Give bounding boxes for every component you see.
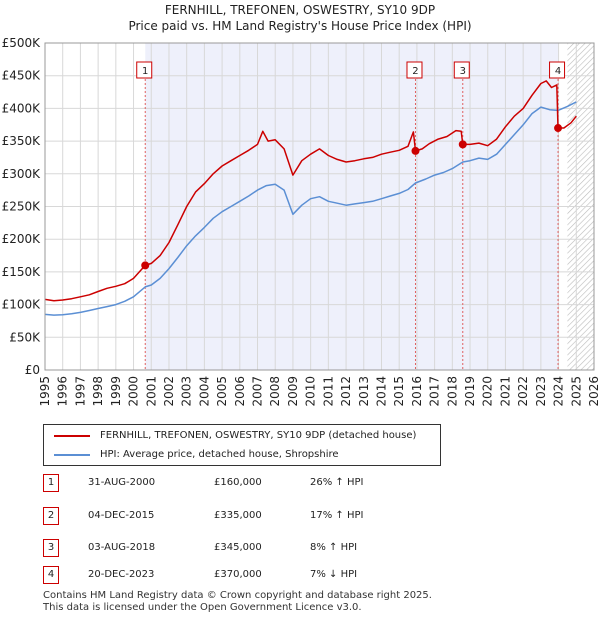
x-tick-label: 2026 bbox=[587, 376, 600, 407]
sale-badge-label: 2 bbox=[412, 66, 418, 77]
sale-point bbox=[554, 124, 563, 133]
x-tick-label: 2013 bbox=[357, 376, 371, 407]
transaction-row: 3 03-AUG-2018 £345,000 8% ↑ HPI bbox=[0, 539, 600, 559]
y-tick-label: £400K bbox=[2, 101, 42, 115]
transaction-date: 03-AUG-2018 bbox=[88, 542, 156, 553]
legend-label-property: FERNHILL, TREFONEN, OSWESTRY, SY10 9DP (… bbox=[100, 430, 417, 441]
transaction-row: 1 31-AUG-2000 £160,000 26% ↑ HPI bbox=[0, 474, 600, 494]
transaction-hpi: 17% ↑ HPI bbox=[310, 510, 364, 521]
x-tick-label: 1999 bbox=[109, 376, 123, 407]
legend-swatch-hpi bbox=[54, 454, 90, 456]
sale-badge-label: 4 bbox=[555, 66, 561, 77]
x-tick-label: 2022 bbox=[516, 376, 530, 407]
x-tick-label: 1995 bbox=[38, 376, 52, 407]
x-tick-label: 2014 bbox=[374, 376, 388, 407]
sale-badge bbox=[549, 61, 566, 79]
chart-title: FERNHILL, TREFONEN, OSWESTRY, SY10 9DP bbox=[164, 3, 436, 17]
x-tick-label: 2005 bbox=[215, 376, 229, 407]
sale-badge-label: 3 bbox=[460, 66, 466, 77]
transaction-badge: 4 bbox=[43, 566, 59, 584]
transaction-date: 31-AUG-2000 bbox=[88, 477, 156, 488]
y-tick-label: £100K bbox=[2, 298, 42, 312]
x-tick-label: 2001 bbox=[144, 376, 158, 407]
x-tick-label: 1997 bbox=[73, 376, 87, 407]
x-tick-label: 2023 bbox=[534, 376, 548, 407]
hpi-line bbox=[44, 101, 577, 316]
transaction-price: £335,000 bbox=[214, 510, 262, 521]
transaction-hpi: 8% ↑ HPI bbox=[310, 542, 358, 553]
x-tick-label: 2011 bbox=[321, 376, 335, 407]
sale-badge bbox=[136, 61, 153, 79]
sale-badge-label: 1 bbox=[142, 66, 148, 77]
transaction-hpi: 7% ↓ HPI bbox=[310, 569, 358, 580]
x-tick-label: 2002 bbox=[162, 376, 176, 407]
transaction-price: £160,000 bbox=[214, 477, 262, 488]
sale-badge bbox=[453, 61, 470, 79]
x-tick-label: 2000 bbox=[127, 376, 141, 407]
x-tick-label: 2024 bbox=[552, 376, 566, 407]
x-tick-label: 2009 bbox=[286, 376, 300, 407]
legend-swatch-property bbox=[54, 435, 90, 437]
transaction-price: £345,000 bbox=[214, 542, 262, 553]
x-tick-label: 2016 bbox=[410, 376, 424, 407]
transaction-row: 4 20-DEC-2023 £370,000 7% ↓ HPI bbox=[0, 566, 600, 586]
transaction-badge: 3 bbox=[43, 539, 59, 557]
legend-label-hpi: HPI: Average price, detached house, Shro… bbox=[100, 449, 339, 460]
y-tick-label: £150K bbox=[2, 265, 42, 279]
sale-point bbox=[141, 261, 150, 270]
y-tick-label: £300K bbox=[2, 167, 42, 181]
x-tick-label: 2003 bbox=[180, 376, 194, 407]
transaction-row: 2 04-DEC-2015 £335,000 17% ↑ HPI bbox=[0, 507, 600, 527]
footer-licence: This data is licensed under the Open Gov… bbox=[43, 602, 362, 613]
sale-badge bbox=[406, 61, 423, 79]
x-tick-label: 1998 bbox=[91, 376, 105, 407]
x-tick-label: 2007 bbox=[251, 376, 265, 407]
x-tick-label: 2020 bbox=[481, 376, 495, 407]
transaction-date: 04-DEC-2015 bbox=[88, 510, 155, 521]
x-tick-label: 2017 bbox=[428, 376, 442, 407]
y-tick-label: £50K bbox=[9, 330, 41, 344]
transaction-date: 20-DEC-2023 bbox=[88, 569, 155, 580]
y-tick-label: £450K bbox=[2, 69, 42, 83]
transaction-hpi: 26% ↑ HPI bbox=[310, 477, 364, 488]
sale-point bbox=[458, 140, 467, 149]
transaction-price: £370,000 bbox=[214, 569, 262, 580]
x-tick-label: 2008 bbox=[268, 376, 282, 407]
price-chart: 1 2 3 4 £0 £50K £100K £150K £200K £250K £300K £350… bbox=[2, 36, 600, 407]
x-tick-label: 2019 bbox=[463, 376, 477, 407]
y-tick-label: £250K bbox=[2, 200, 42, 214]
x-tick-label: 2012 bbox=[339, 376, 353, 407]
sale-point bbox=[411, 146, 420, 155]
transaction-badge: 2 bbox=[43, 507, 59, 525]
chart-subtitle: Price paid vs. HM Land Registry's House … bbox=[128, 19, 472, 33]
x-tick-label: 2015 bbox=[392, 376, 406, 407]
x-tick-label: 2018 bbox=[445, 376, 459, 407]
x-tick-label: 2021 bbox=[498, 376, 512, 407]
footer-copyright: Contains HM Land Registry data © Crown c… bbox=[43, 590, 432, 601]
transaction-badge: 1 bbox=[43, 474, 59, 492]
chart-legend: FERNHILL, TREFONEN, OSWESTRY, SY10 9DP (… bbox=[43, 424, 441, 466]
x-tick-label: 2010 bbox=[304, 376, 318, 407]
y-tick-label: £0 bbox=[25, 363, 40, 377]
plot-frame bbox=[44, 42, 595, 371]
y-tick-label: £350K bbox=[2, 134, 42, 148]
x-tick-label: 1996 bbox=[56, 376, 70, 407]
x-tick-label: 2025 bbox=[569, 376, 583, 407]
x-tick-label: 2004 bbox=[197, 376, 211, 407]
x-tick-label: 2006 bbox=[233, 376, 247, 407]
y-tick-label: £500K bbox=[2, 36, 42, 50]
y-tick-label: £200K bbox=[2, 232, 42, 246]
